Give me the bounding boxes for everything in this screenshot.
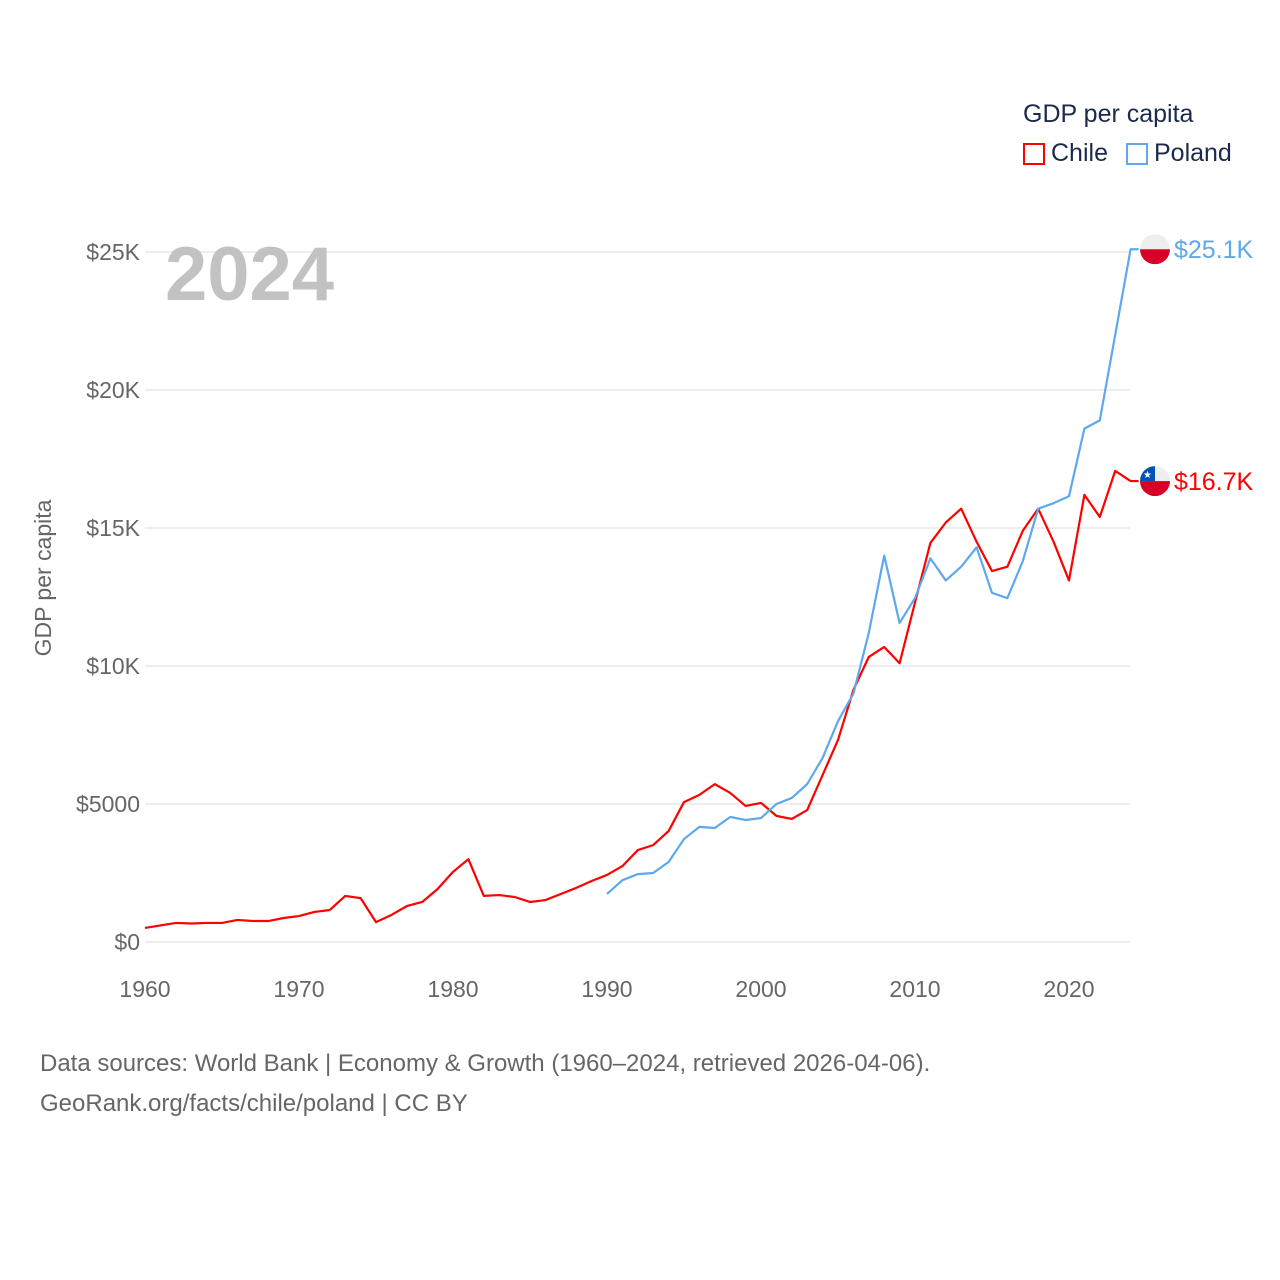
x-tick-label: 1960 bbox=[119, 976, 170, 1002]
y-tick-label: $10K bbox=[86, 653, 140, 679]
x-tick-label: 2000 bbox=[735, 976, 786, 1002]
y-axis-label: GDP per capita bbox=[30, 499, 56, 656]
legend: GDP per capita Chile Poland bbox=[1023, 100, 1232, 168]
svg-text:★: ★ bbox=[1143, 470, 1152, 481]
legend-label-poland: Poland bbox=[1153, 139, 1232, 167]
x-tick-label: 2020 bbox=[1043, 976, 1094, 1002]
end-label-poland: $25.1K bbox=[1174, 236, 1254, 264]
chile-swatch bbox=[1023, 142, 1045, 165]
year-watermark: 2024 bbox=[165, 232, 334, 317]
y-tick-label: $15K bbox=[86, 515, 140, 541]
series-line-poland bbox=[606, 248, 1139, 895]
footer: Data sources: World Bank | Economy & Gro… bbox=[40, 1044, 930, 1124]
data-sources: Data sources: World Bank | Economy & Gro… bbox=[40, 1050, 931, 1077]
y-tick-label: $20K bbox=[86, 377, 140, 403]
legend-label-chile: Chile bbox=[1051, 139, 1108, 167]
y-tick-label: $5000 bbox=[76, 791, 140, 817]
y-tick-label: $0 bbox=[114, 929, 140, 955]
x-tick-label: 1980 bbox=[427, 976, 478, 1002]
x-tick-label: 1990 bbox=[581, 976, 632, 1002]
chile-flag-icon: ★ bbox=[1140, 466, 1170, 497]
legend-item-chile[interactable]: Chile bbox=[1023, 139, 1108, 168]
end-label-chile: $16.7K bbox=[1174, 468, 1254, 496]
y-tick-label: $25K bbox=[86, 239, 140, 265]
poland-swatch bbox=[1125, 142, 1148, 165]
x-tick-label: 2010 bbox=[889, 976, 940, 1002]
poland-flag-icon bbox=[1140, 234, 1170, 265]
source-link[interactable]: GeoRank.org/facts/chile/poland | CC BY bbox=[40, 1090, 468, 1117]
legend-title: GDP per capita bbox=[1023, 100, 1194, 128]
series-line-chile bbox=[144, 469, 1139, 930]
legend-item-poland[interactable]: Poland bbox=[1125, 139, 1232, 168]
x-tick-label: 1970 bbox=[273, 976, 324, 1002]
